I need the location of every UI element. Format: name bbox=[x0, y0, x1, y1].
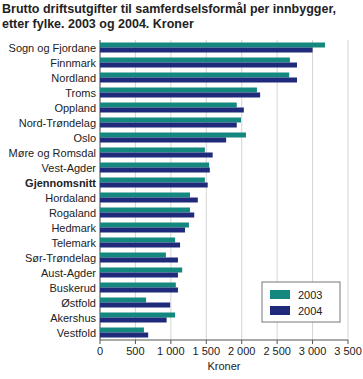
category-label: Gjennomsnitt bbox=[25, 177, 96, 189]
tick bbox=[241, 340, 242, 344]
category-label: Hedmark bbox=[51, 222, 96, 234]
bar bbox=[100, 228, 185, 233]
category-label: Nordland bbox=[51, 72, 96, 84]
bar bbox=[100, 258, 178, 263]
category-label: Vest-Agder bbox=[42, 162, 97, 174]
bar bbox=[100, 103, 237, 108]
grid-line bbox=[170, 40, 171, 340]
category-label: Rogaland bbox=[49, 207, 96, 219]
tick-label: 3 000 bbox=[299, 345, 327, 357]
category-label: Hordaland bbox=[45, 192, 96, 204]
category-label: Finnmark bbox=[50, 57, 96, 69]
tick bbox=[100, 340, 101, 344]
bar bbox=[100, 213, 194, 218]
bar bbox=[100, 313, 175, 318]
tick bbox=[135, 340, 136, 344]
bar bbox=[100, 198, 198, 203]
tick bbox=[206, 340, 207, 344]
grid-line bbox=[206, 40, 207, 340]
title: Brutto driftsutgifter til samferdselsfor… bbox=[2, 2, 336, 31]
bar bbox=[100, 283, 176, 288]
category-label: Østfold bbox=[61, 297, 96, 309]
category-label: Aust-Agder bbox=[41, 267, 96, 279]
bar bbox=[100, 273, 178, 278]
bar bbox=[100, 303, 170, 308]
bar bbox=[100, 168, 210, 173]
bar bbox=[100, 58, 290, 63]
bar bbox=[100, 148, 205, 153]
tick bbox=[312, 340, 313, 344]
bar bbox=[100, 73, 289, 78]
x-axis bbox=[100, 340, 348, 341]
bar bbox=[100, 118, 241, 123]
tick-label: 3 500 bbox=[334, 345, 362, 357]
tick bbox=[348, 340, 349, 344]
bar bbox=[100, 333, 148, 338]
bar bbox=[100, 133, 246, 138]
bar bbox=[100, 243, 180, 248]
category-label: Telemark bbox=[51, 237, 96, 249]
tick-label: 1 500 bbox=[193, 345, 221, 357]
tick bbox=[170, 340, 171, 344]
y-axis bbox=[100, 40, 101, 340]
bar bbox=[100, 183, 208, 188]
bar bbox=[100, 193, 190, 198]
bar bbox=[100, 153, 213, 158]
category-label: Buskerud bbox=[50, 282, 96, 294]
grid-line bbox=[135, 40, 136, 340]
legend: 2003 2004 bbox=[262, 282, 340, 322]
bar bbox=[100, 208, 190, 213]
bar bbox=[100, 223, 189, 228]
category-label: Oppland bbox=[54, 102, 96, 114]
tick-label: 0 bbox=[97, 345, 103, 357]
legend-label: 2003 bbox=[298, 289, 322, 301]
bar bbox=[100, 123, 237, 128]
category-label: Akershus bbox=[50, 312, 96, 324]
x-axis-label: Kroner bbox=[207, 360, 240, 372]
category-label: Troms bbox=[65, 87, 96, 99]
chart: Brutto driftsutgifter til samferdselsfor… bbox=[0, 0, 363, 379]
bar bbox=[100, 253, 166, 258]
bar bbox=[100, 238, 175, 243]
bar bbox=[100, 138, 226, 143]
tick bbox=[277, 340, 278, 344]
bar bbox=[100, 318, 167, 323]
category-label: Sør-Trøndelag bbox=[25, 252, 96, 264]
bar bbox=[100, 298, 146, 303]
category-label: Vestfold bbox=[57, 327, 96, 339]
bar bbox=[100, 63, 297, 68]
legend-swatch bbox=[270, 290, 290, 299]
grid-line bbox=[241, 40, 242, 340]
bar bbox=[100, 178, 205, 183]
bar bbox=[100, 163, 209, 168]
bar bbox=[100, 43, 325, 48]
bar bbox=[100, 288, 178, 293]
legend-swatch bbox=[270, 306, 290, 315]
category-label: Sogn og Fjordane bbox=[9, 42, 96, 54]
legend-label: 2004 bbox=[298, 305, 322, 317]
legend-box bbox=[262, 282, 340, 322]
bar bbox=[100, 328, 144, 333]
category-label: Oslo bbox=[73, 132, 96, 144]
tick-label: 2 500 bbox=[263, 345, 291, 357]
tick-label: 1 000 bbox=[157, 345, 185, 357]
bar bbox=[100, 78, 297, 83]
tick-label: 500 bbox=[126, 345, 144, 357]
category-label: Nord-Trøndelag bbox=[19, 117, 96, 129]
bar bbox=[100, 88, 257, 93]
bar bbox=[100, 108, 244, 113]
grid-line bbox=[348, 40, 349, 340]
grid-line bbox=[100, 40, 101, 340]
bar bbox=[100, 48, 313, 53]
bar bbox=[100, 268, 182, 273]
bar bbox=[100, 93, 260, 98]
tick-label: 2 000 bbox=[228, 345, 256, 357]
category-label: Møre og Romsdal bbox=[9, 147, 96, 159]
